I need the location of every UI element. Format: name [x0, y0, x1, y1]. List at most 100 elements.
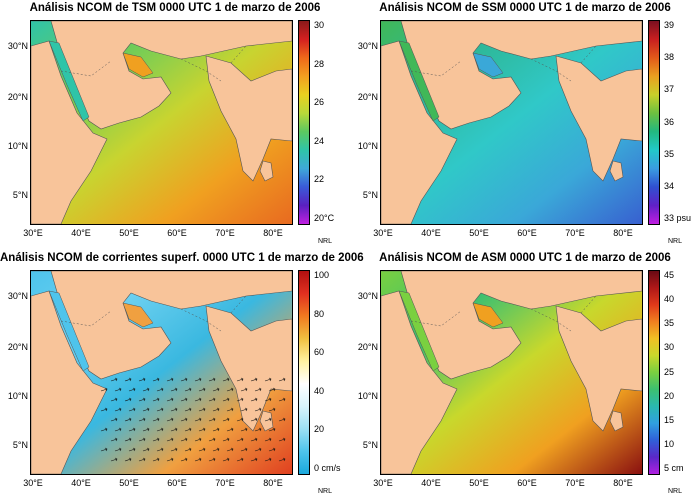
lat-label: 20°N	[357, 92, 378, 102]
lon-label: 60°E	[167, 228, 187, 238]
land-srilanka	[259, 410, 274, 432]
lat-label: 30°N	[7, 41, 28, 51]
lon-label: 50°E	[469, 478, 489, 488]
colorbar-tick: 25	[664, 366, 675, 377]
lat-label: 30°N	[7, 291, 28, 301]
lon-label: 80°E	[263, 478, 283, 488]
colorbar-tick: 38	[664, 52, 675, 63]
lat-label: 20°N	[7, 92, 28, 102]
land-india	[205, 55, 292, 182]
lon-label: 30°E	[373, 228, 393, 238]
colorbar-tick: 20	[664, 390, 675, 401]
land-africa	[381, 40, 458, 224]
land-srilanka	[609, 160, 624, 182]
credit-label: NRL	[318, 238, 333, 245]
credit-label: NRL	[668, 488, 683, 495]
red-sea	[48, 40, 90, 122]
colorbar	[298, 20, 310, 225]
borders	[410, 295, 597, 332]
lon-label: 30°E	[373, 478, 393, 488]
map-area	[380, 270, 643, 475]
lat-label: 10°N	[357, 141, 378, 151]
land-srilanka	[259, 160, 274, 182]
map-svg	[31, 21, 292, 224]
colorbar-tick: 28	[314, 58, 325, 69]
colorbar-tick: 30	[314, 20, 325, 30]
colorbar	[648, 270, 660, 475]
colorbar-tick: 60	[314, 347, 325, 358]
land-india	[555, 55, 642, 182]
colorbar	[648, 20, 660, 225]
borders	[60, 45, 247, 82]
lon-label: 40°E	[71, 228, 91, 238]
colorbar-tick: 24	[314, 135, 325, 146]
colorbar-tick: 45	[664, 270, 675, 280]
map-svg	[381, 21, 642, 224]
red-sea	[398, 40, 440, 122]
lat-label: 10°N	[7, 391, 28, 401]
colorbar-tick: 100	[314, 270, 330, 280]
land-srilanka	[609, 410, 624, 432]
colorbar-tick: 39	[664, 20, 675, 30]
lon-label: 40°E	[421, 478, 441, 488]
colorbar-tick: 35	[664, 318, 675, 329]
lon-label: 70°E	[565, 478, 585, 488]
lat-label: 5°N	[362, 440, 378, 450]
persian-gulf	[472, 52, 504, 78]
panel-title: Análisis NCOM de SSM 0000 UTC 1 de marzo…	[379, 2, 671, 14]
colorbar-tick: 30	[664, 342, 675, 353]
current-arrows	[100, 377, 286, 462]
colorbar-tick: 36	[664, 116, 675, 127]
colorbar-tick: 20°C	[314, 213, 335, 223]
borders	[60, 295, 247, 332]
colorbar-tick: 20	[314, 424, 325, 435]
lat-label: 5°N	[362, 190, 378, 200]
panel-title: Análisis NCOM de ASM 0000 UTC 1 de marzo…	[379, 252, 671, 264]
lon-label: 60°E	[517, 228, 537, 238]
lat-label: 10°N	[7, 141, 28, 151]
lon-label: 30°E	[23, 228, 43, 238]
lat-label: 10°N	[357, 391, 378, 401]
colorbar-tick: 5 cm	[664, 463, 684, 473]
lat-label: 30°N	[357, 291, 378, 301]
red-sea	[48, 290, 90, 372]
colorbar-tick: 26	[314, 97, 325, 108]
lon-label: 70°E	[565, 228, 585, 238]
map-area	[30, 270, 293, 475]
map-area	[30, 20, 293, 225]
red-sea	[398, 290, 440, 372]
panel-asm: Análisis NCOM de ASM 0000 UTC 1 de marzo…	[350, 250, 700, 500]
colorbar-tick: 22	[314, 174, 325, 185]
lon-label: 50°E	[119, 228, 139, 238]
map-svg	[381, 271, 642, 474]
persian-gulf	[122, 302, 154, 328]
land-africa	[31, 40, 108, 224]
colorbar-tick: 40	[664, 294, 675, 305]
colorbar-tick: 15	[664, 414, 675, 425]
lon-label: 80°E	[613, 478, 633, 488]
credit-label: NRL	[668, 238, 683, 245]
lon-label: 70°E	[215, 478, 235, 488]
colorbar-tick: 0 cm/s	[314, 463, 341, 473]
lat-label: 20°N	[357, 342, 378, 352]
lon-label: 60°E	[167, 478, 187, 488]
lat-label: 5°N	[12, 190, 28, 200]
colorbar	[298, 270, 310, 475]
lon-label: 30°E	[23, 478, 43, 488]
land-india	[205, 305, 292, 432]
colorbar-tick: 34	[664, 180, 675, 191]
colorbar-tick: 10	[664, 438, 675, 449]
lon-label: 70°E	[215, 228, 235, 238]
lat-label: 30°N	[357, 41, 378, 51]
lon-label: 40°E	[71, 478, 91, 488]
map-area	[380, 20, 643, 225]
colorbar-tick: 33 psu	[664, 213, 692, 223]
lon-label: 50°E	[119, 478, 139, 488]
lat-label: 20°N	[7, 342, 28, 352]
lon-label: 40°E	[421, 228, 441, 238]
borders	[410, 45, 597, 82]
lon-label: 60°E	[517, 478, 537, 488]
land-africa	[381, 290, 458, 474]
land-india	[555, 305, 642, 432]
panel-tsm: Análisis NCOM de TSM 0000 UTC 1 de marzo…	[0, 0, 350, 250]
